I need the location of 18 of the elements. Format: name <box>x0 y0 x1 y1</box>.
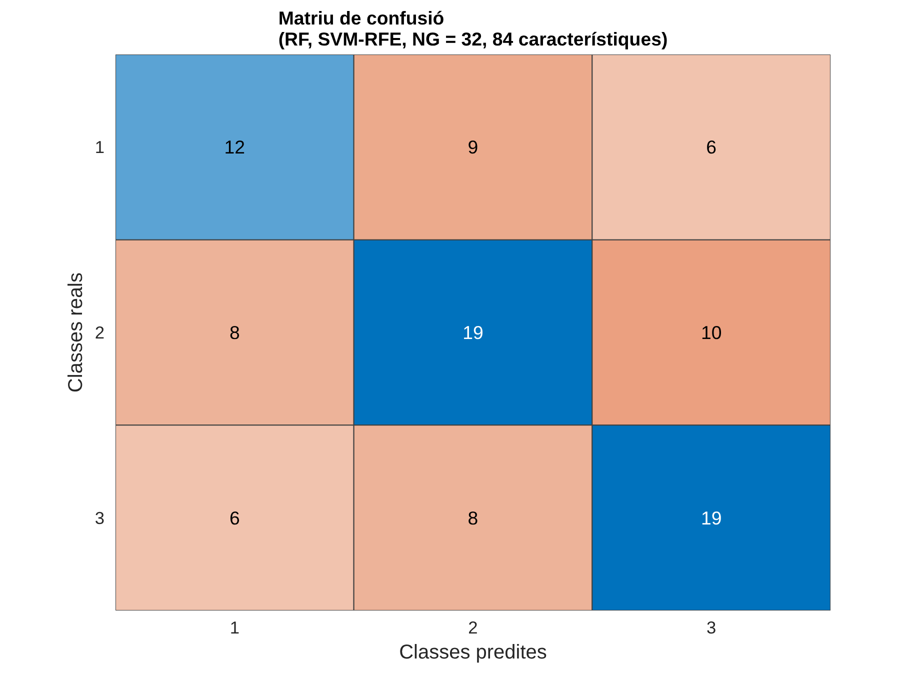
data-label: 19 <box>462 322 484 343</box>
data-label: 8 <box>468 507 478 528</box>
y-tick-label: 1 <box>94 137 105 158</box>
data-label: 6 <box>229 507 240 528</box>
x-tick-label: 1 <box>230 618 240 638</box>
y-tick-label: 3 <box>94 508 105 528</box>
data-label: 6 <box>706 136 717 158</box>
chart-title: Matriu de confusió (RF, SVM-RFE, NG = 32, 84 característiques) <box>278 8 668 50</box>
data-label: 12 <box>224 136 246 158</box>
x-tick-label: 2 <box>468 618 478 638</box>
data-label: 10 <box>700 322 722 343</box>
data-label: 19 <box>700 507 722 528</box>
y-tick-label: 2 <box>94 322 105 342</box>
data-label: 8 <box>229 322 240 343</box>
data-label: 9 <box>468 136 478 158</box>
y-axis-title: Classes reals <box>64 272 87 393</box>
x-tick-label: 3 <box>706 618 716 638</box>
x-axis-title: Classes predites <box>399 642 547 664</box>
